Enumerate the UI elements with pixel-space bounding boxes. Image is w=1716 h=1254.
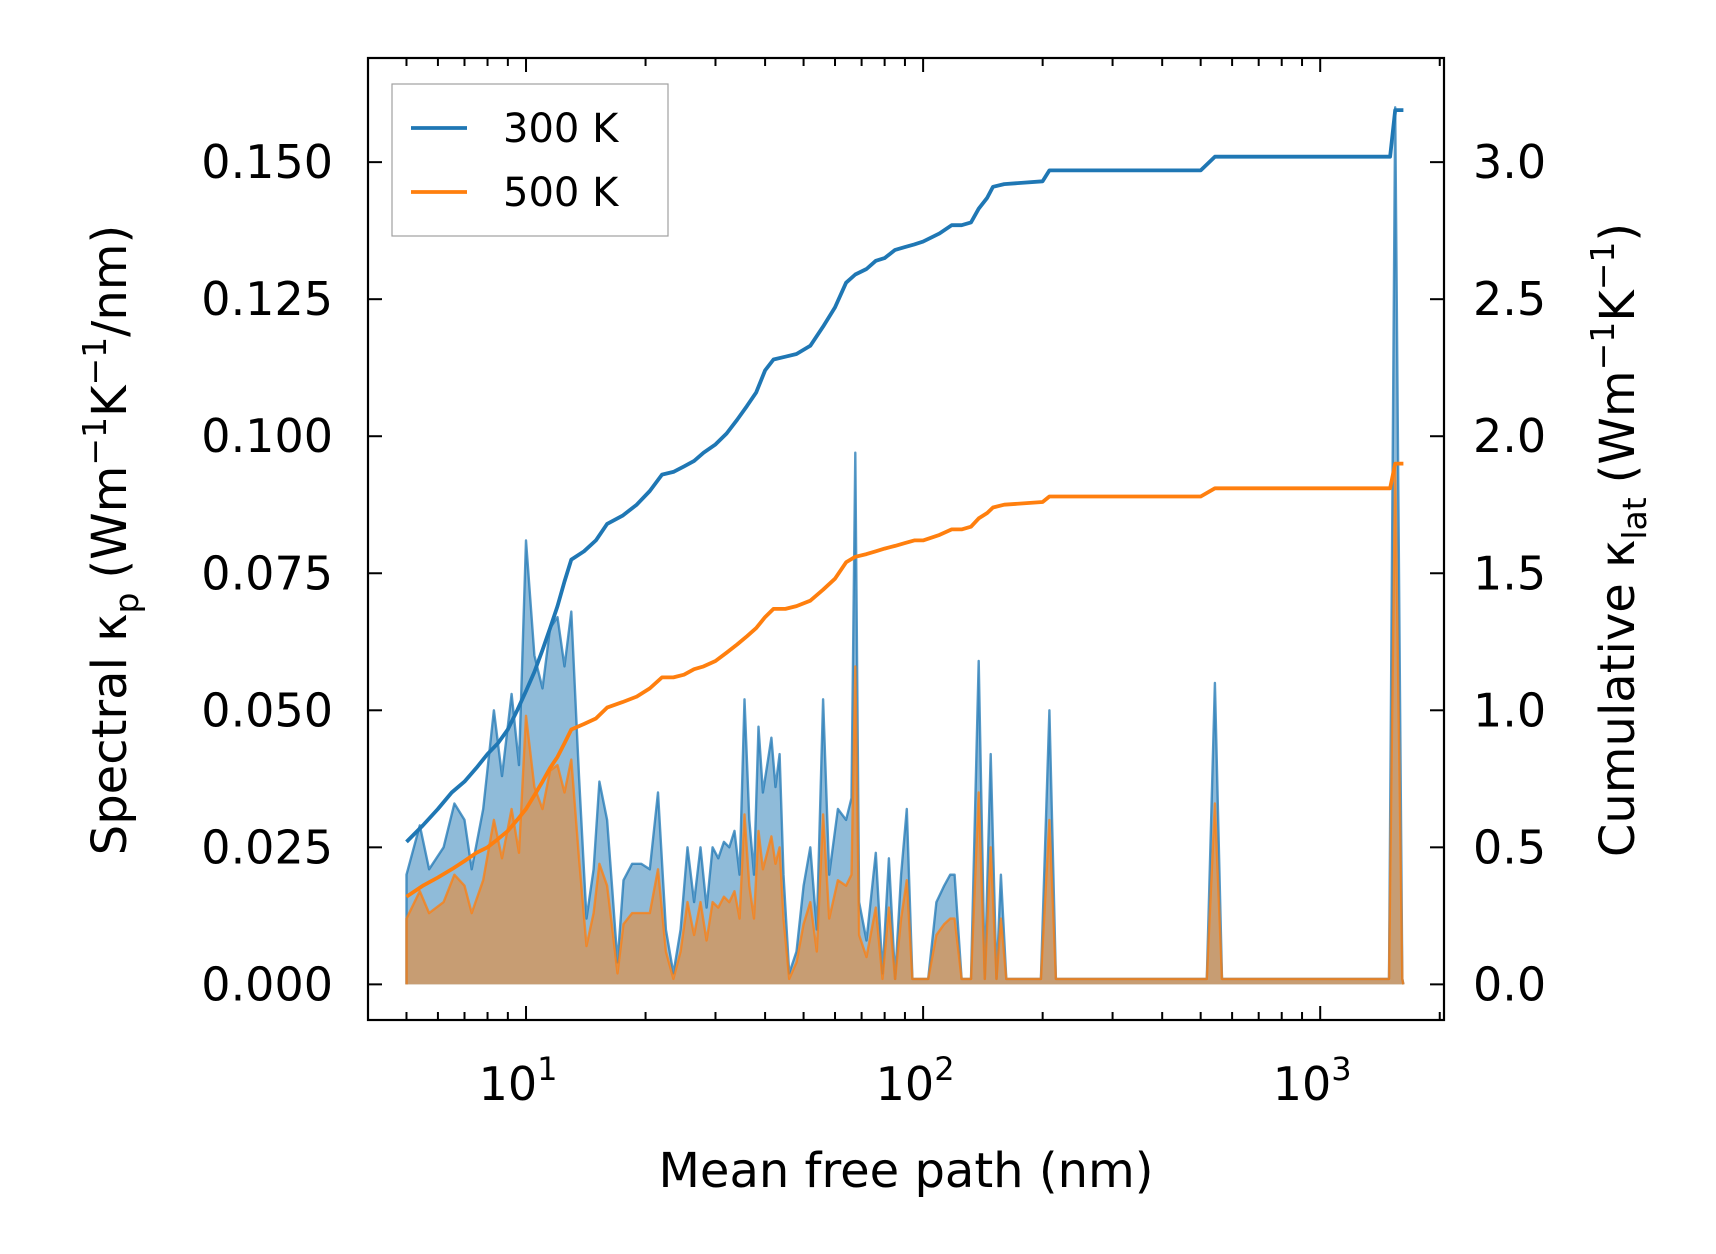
x-tick-label: 103 xyxy=(1273,1050,1352,1111)
right-ylabel-mid: K xyxy=(1590,289,1646,322)
x-tick-label: 101 xyxy=(479,1050,558,1111)
axis-ticks xyxy=(367,58,1444,1020)
right-ylabel-sub: lat xyxy=(1615,497,1654,539)
left-y-tick-label: 0.000 xyxy=(201,957,333,1011)
tick-labels: 101 102 1030.0000.0250.0500.0750.1000.1250… xyxy=(201,135,1546,1111)
spectral-areas xyxy=(405,106,1405,985)
right-ylabel-exp2: −1 xyxy=(1583,242,1622,291)
x-tick-label-base: 10 xyxy=(1273,1057,1332,1111)
x-tick-label: 102 xyxy=(876,1050,955,1111)
legend-label-500k: 500 K xyxy=(503,170,620,216)
right-ylabel-exp1: −1 xyxy=(1583,322,1622,371)
left-y-tick-label: 0.075 xyxy=(201,546,333,600)
right-ylabel-units: (Wm xyxy=(1590,370,1646,483)
x-tick-label-base: 10 xyxy=(876,1057,935,1111)
right-y-tick-label: 0.5 xyxy=(1473,820,1546,874)
right-y-tick-label: 2.5 xyxy=(1473,272,1546,326)
left-y-tick-label: 0.125 xyxy=(201,272,333,326)
right-ylabel-base: Cumulative κ xyxy=(1590,540,1646,858)
left-ylabel-mid: K xyxy=(82,384,138,417)
cumulative-lines xyxy=(405,108,1404,899)
plot-frame xyxy=(366,56,1446,1022)
right-y-tick-label: 1.0 xyxy=(1473,683,1546,737)
left-ylabel-base: Spectral κ xyxy=(82,614,138,856)
x-tick-label-exp: 3 xyxy=(1331,1050,1351,1088)
right-y-tick-label: 3.0 xyxy=(1473,135,1546,189)
cumulative-line-500k xyxy=(405,461,1404,899)
spectral-line-500k xyxy=(405,462,1405,985)
right-y-tick-label: 0.0 xyxy=(1473,957,1546,1011)
legend-label-300k: 300 K xyxy=(503,106,620,152)
right-ylabel-tail: ) xyxy=(1590,223,1646,242)
left-ylabel-tail: /nm) xyxy=(82,225,138,337)
x-tick-label-exp: 1 xyxy=(537,1050,557,1088)
right-y-tick-label: 1.5 xyxy=(1473,546,1546,600)
left-ylabel-exp2: −1 xyxy=(75,337,114,386)
left-ylabel-units: (Wm xyxy=(82,466,138,579)
left-y-tick-label: 0.025 xyxy=(201,820,333,874)
left-y-tick-label: 0.050 xyxy=(201,683,333,737)
x-tick-label-base: 10 xyxy=(479,1057,538,1111)
left-ylabel-exp1: −1 xyxy=(75,417,114,466)
right-y-axis-label: Cumulative κlat(Wm−1K−1) xyxy=(1583,223,1654,857)
left-ylabel-sub: p xyxy=(107,593,146,614)
cumulative-line-300k xyxy=(405,108,1404,844)
left-y-tick-label: 0.100 xyxy=(201,409,333,463)
left-y-tick-label: 0.150 xyxy=(201,135,333,189)
spectral-area-500k xyxy=(406,463,1404,985)
left-y-axis-label: Spectral κp(Wm−1K−1/nm) xyxy=(75,225,146,856)
x-axis-label: Mean free path (nm) xyxy=(659,1143,1154,1199)
x-tick-label-exp: 2 xyxy=(934,1050,954,1088)
legend-box xyxy=(391,83,669,237)
right-y-tick-label: 2.0 xyxy=(1473,409,1546,463)
legend: 300 K 500 K xyxy=(391,83,669,237)
